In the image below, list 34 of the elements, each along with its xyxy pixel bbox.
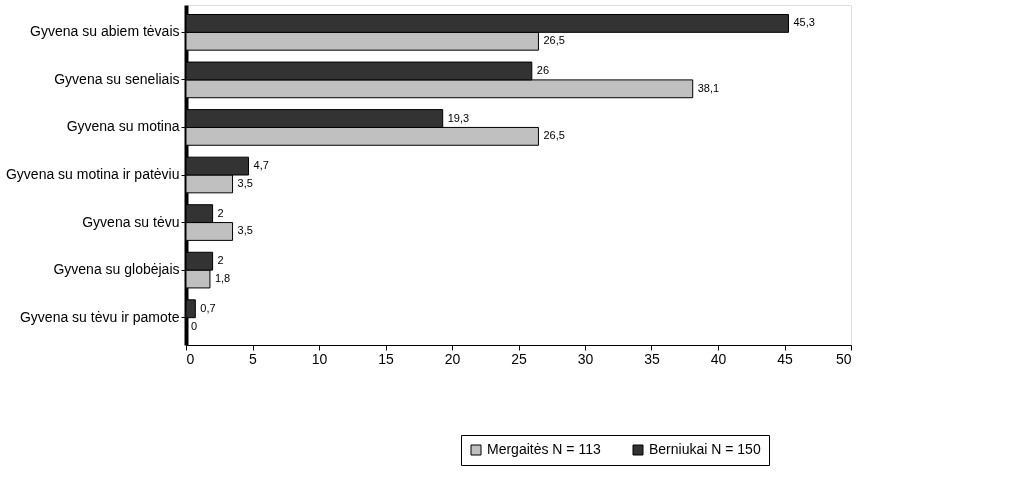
x-tick-label: 5 [249, 350, 258, 367]
data-label: 0 [191, 319, 198, 332]
data-label: 26,5 [543, 129, 565, 142]
y-tick-label: Gyvena su globėjais [53, 261, 180, 278]
data-label: 4,7 [253, 159, 269, 172]
x-tick-label: 20 [444, 350, 461, 367]
data-label: 26 [536, 63, 550, 76]
data-label: 26,5 [543, 34, 565, 47]
x-tick-label: 25 [511, 350, 527, 367]
data-label: 38,1 [697, 81, 720, 94]
x-tick-label: 0 [186, 350, 195, 367]
data-label: 19,3 [447, 111, 470, 124]
data-label: 1,8 [214, 272, 231, 285]
data-label: 3,5 [237, 224, 253, 237]
y-tick-label: Gyvena su seneliais [54, 70, 180, 87]
y-tick-label: Gyvena su tėvu [82, 213, 180, 230]
y-tick-label: Gyvena su abiem tėvais [30, 23, 180, 40]
legend-label: Berniukai N = 150 [649, 441, 761, 457]
legend-label: Mergaitės N = 113 [487, 441, 601, 457]
x-tick-label: 50 [835, 350, 852, 367]
x-tick-label: 30 [577, 350, 594, 367]
x-tick-label: 45 [777, 350, 793, 367]
data-label: 3,5 [237, 176, 253, 189]
data-label: 2 [217, 254, 224, 267]
y-tick-label: Gyvena su motina ir patėviu [5, 166, 180, 182]
y-tick-label: Gyvena su motina [66, 118, 180, 135]
data-label: 0,7 [200, 301, 216, 314]
data-label: 45,3 [793, 16, 815, 29]
x-tick-label: 35 [644, 350, 660, 367]
data-label: 2 [217, 206, 224, 219]
x-tick-label: 15 [378, 350, 394, 367]
y-tick-label: Gyvena su tėvu ir pamote [19, 308, 180, 325]
x-tick-label: 40 [710, 350, 727, 367]
x-tick-label: 10 [311, 350, 328, 367]
